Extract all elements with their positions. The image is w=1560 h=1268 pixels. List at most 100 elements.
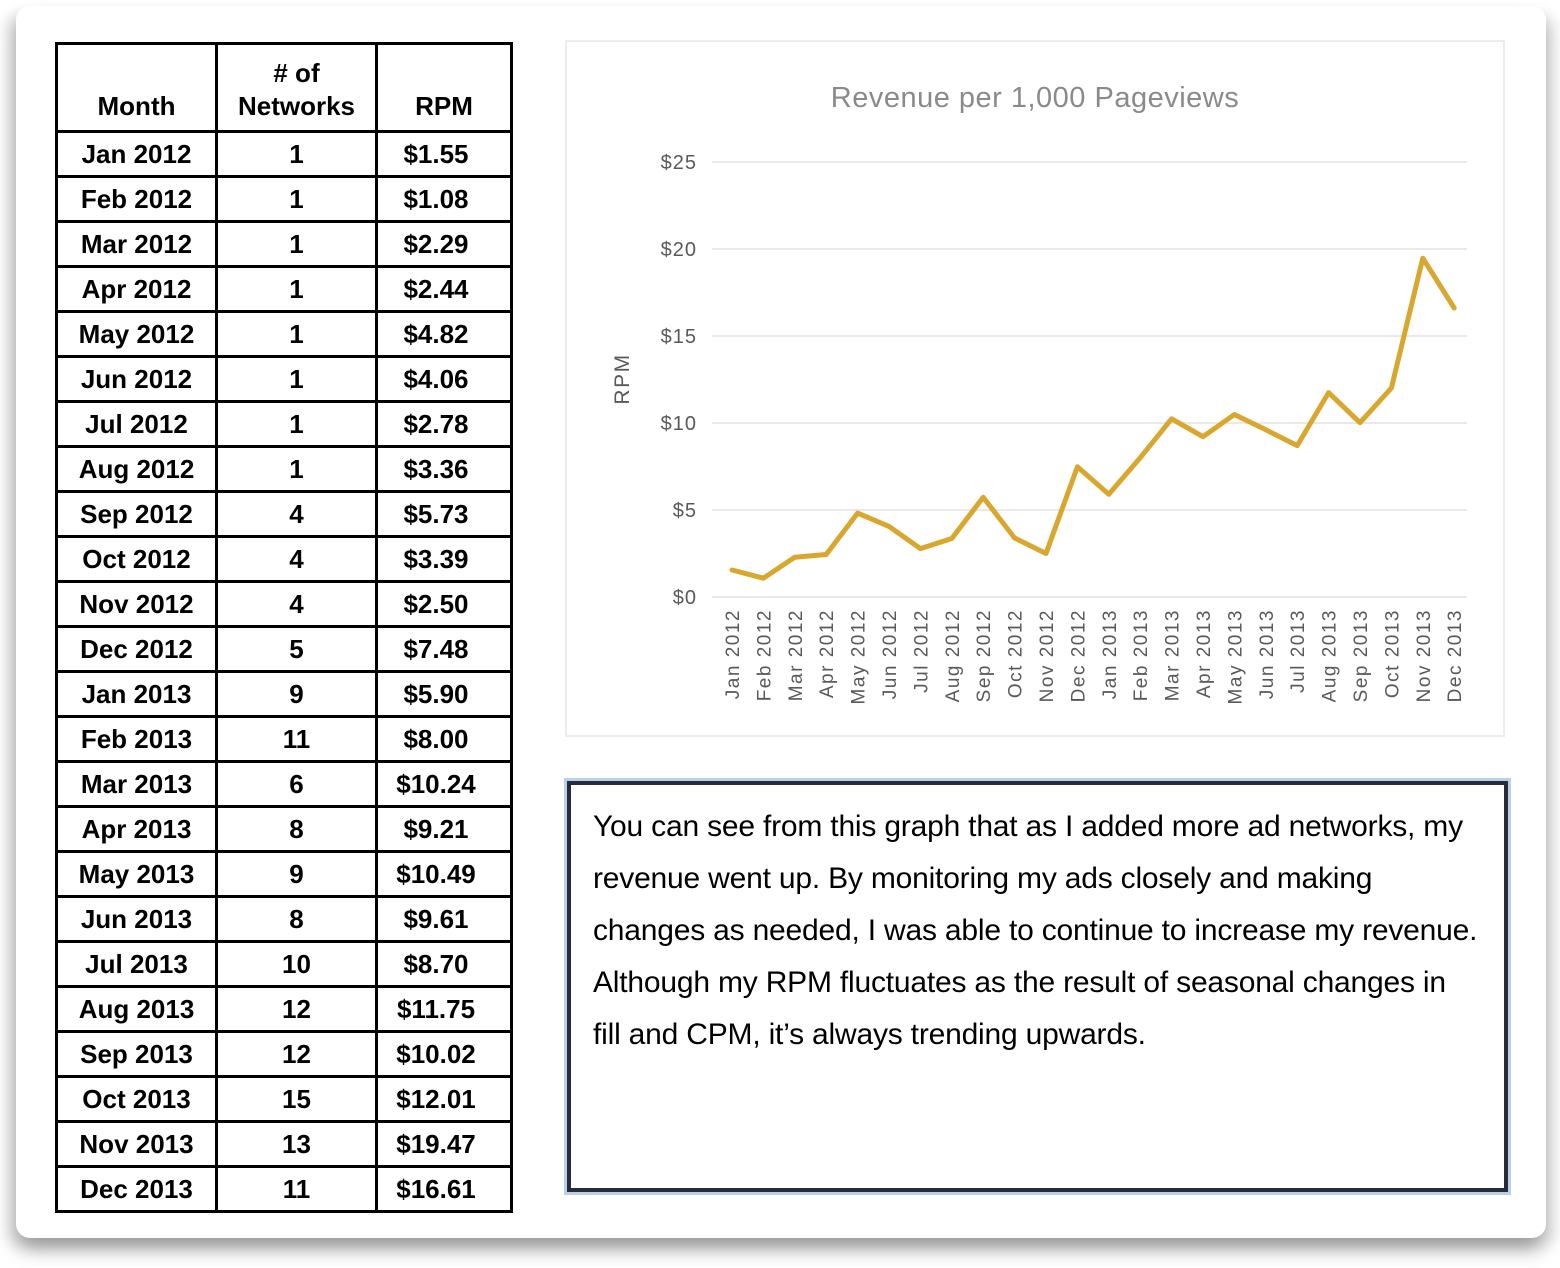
cell-networks: 4 (215, 535, 378, 583)
note-box: You can see from this graph that as I ad… (567, 781, 1508, 1192)
cell-networks: 1 (215, 445, 378, 493)
cell-rpm: $19.47 (375, 1120, 513, 1168)
cell-networks: 9 (215, 850, 378, 898)
cell-rpm: $5.73 (375, 490, 513, 538)
cell-rpm: $9.21 (375, 805, 513, 853)
table-row: Oct 2012 4 $3.39 (55, 535, 513, 583)
cell-networks: 8 (215, 805, 378, 853)
table-row: Aug 2012 1 $3.36 (55, 445, 513, 493)
svg-text:Mar 2013: Mar 2013 (1163, 609, 1184, 701)
svg-text:Apr 2013: Apr 2013 (1194, 609, 1215, 698)
cell-rpm: $8.70 (375, 940, 513, 988)
cell-networks: 11 (215, 1165, 378, 1213)
svg-text:Jun 2012: Jun 2012 (880, 609, 901, 699)
chart-title: Revenue per 1,000 Pageviews (830, 82, 1240, 114)
svg-text:Jan 2013: Jan 2013 (1100, 609, 1121, 699)
rpm-table: Month # of Networks RPM Jan 2012 1 $1.55 Feb … (55, 42, 513, 1213)
table-row: Jan 2013 9 $5.90 (55, 670, 513, 718)
cell-month: Jan 2012 (55, 130, 218, 178)
cell-networks: 15 (215, 1075, 378, 1123)
cell-networks: 1 (215, 355, 378, 403)
table-row: Sep 2012 4 $5.73 (55, 490, 513, 538)
cell-networks: 5 (215, 625, 378, 673)
cell-rpm: $9.61 (375, 895, 513, 943)
svg-text:Nov 2013: Nov 2013 (1414, 609, 1435, 702)
cell-rpm: $10.02 (375, 1030, 513, 1078)
cell-month: Sep 2012 (55, 490, 218, 538)
svg-text:$25: $25 (661, 152, 697, 174)
cell-networks: 4 (215, 580, 378, 628)
cell-networks: 1 (215, 130, 378, 178)
cell-rpm: $2.50 (375, 580, 513, 628)
cell-rpm: $1.08 (375, 175, 513, 223)
cell-month: Aug 2013 (55, 985, 218, 1033)
cell-networks: 1 (215, 265, 378, 313)
svg-text:Jul 2013: Jul 2013 (1288, 609, 1309, 693)
svg-text:Jul 2012: Jul 2012 (911, 609, 932, 693)
cell-rpm: $2.78 (375, 400, 513, 448)
x-axis-tick-labels: Jan 2012 Feb 2012 Mar 2012 Apr 2012 May 2012… (723, 609, 1466, 704)
cell-rpm: $16.61 (375, 1165, 513, 1213)
svg-text:$10: $10 (661, 413, 697, 435)
table-row: Sep 2013 12 $10.02 (55, 1030, 513, 1078)
rpm-line-series (729, 255, 1457, 581)
cell-rpm: $10.49 (375, 850, 513, 898)
table-row: Jun 2013 8 $9.61 (55, 895, 513, 943)
cell-month: Sep 2013 (55, 1030, 218, 1078)
cell-networks: 1 (215, 175, 378, 223)
cell-networks: 10 (215, 940, 378, 988)
table-row: Jul 2013 10 $8.70 (55, 940, 513, 988)
cell-month: Nov 2012 (55, 580, 218, 628)
svg-text:Feb 2013: Feb 2013 (1131, 609, 1152, 701)
svg-text:Jun 2013: Jun 2013 (1257, 609, 1278, 699)
cell-rpm: $1.55 (375, 130, 513, 178)
cell-month: Mar 2013 (55, 760, 218, 808)
cell-rpm: $7.48 (375, 625, 513, 673)
svg-text:Aug 2013: Aug 2013 (1320, 609, 1341, 702)
cell-rpm: $12.01 (375, 1075, 513, 1123)
svg-text:Jan 2012: Jan 2012 (723, 609, 744, 699)
cell-rpm: $3.36 (375, 445, 513, 493)
table-row: May 2012 1 $4.82 (55, 310, 513, 358)
cell-month: Oct 2013 (55, 1075, 218, 1123)
table-row: Nov 2013 13 $19.47 (55, 1120, 513, 1168)
table-row: Jan 2012 1 $1.55 (55, 130, 513, 178)
table-row: Aug 2013 12 $11.75 (55, 985, 513, 1033)
svg-text:Aug 2012: Aug 2012 (943, 609, 964, 702)
cell-rpm: $3.39 (375, 535, 513, 583)
table-row: Oct 2013 15 $12.01 (55, 1075, 513, 1123)
cell-networks: 1 (215, 310, 378, 358)
table-header-cell: Month (55, 42, 218, 133)
table-row: Apr 2012 1 $2.44 (55, 265, 513, 313)
cell-month: Feb 2013 (55, 715, 218, 763)
cell-month: Jul 2013 (55, 940, 218, 988)
table-row: Mar 2012 1 $2.29 (55, 220, 513, 268)
svg-text:Sep 2012: Sep 2012 (974, 609, 995, 702)
cell-networks: 11 (215, 715, 378, 763)
cell-month: May 2013 (55, 850, 218, 898)
svg-text:Dec 2012: Dec 2012 (1068, 609, 1089, 702)
svg-text:Oct 2012: Oct 2012 (1006, 609, 1027, 698)
cell-month: Apr 2013 (55, 805, 218, 853)
cell-month: Aug 2012 (55, 445, 218, 493)
svg-text:$15: $15 (661, 326, 697, 348)
cell-rpm: $4.82 (375, 310, 513, 358)
cell-rpm: $2.29 (375, 220, 513, 268)
table-body: Jan 2012 1 $1.55 Feb 2012 1 $1.08 Mar 2012 1 $2.… (55, 130, 513, 1213)
cell-rpm: $8.00 (375, 715, 513, 763)
svg-text:Nov 2012: Nov 2012 (1037, 609, 1058, 702)
cell-month: Jun 2012 (55, 355, 218, 403)
cell-rpm: $4.06 (375, 355, 513, 403)
cell-rpm: $5.90 (375, 670, 513, 718)
cell-networks: 6 (215, 760, 378, 808)
svg-text:Mar 2012: Mar 2012 (786, 609, 807, 701)
table-row: Jun 2012 1 $4.06 (55, 355, 513, 403)
svg-text:$0: $0 (673, 587, 697, 609)
svg-text:Feb 2012: Feb 2012 (754, 609, 775, 701)
document-card: Month # of Networks RPM Jan 2012 1 $1.55 Feb … (16, 6, 1546, 1238)
y-axis-title: RPM (611, 353, 634, 404)
gridlines (712, 161, 1467, 598)
note-text: You can see from this graph that as I ad… (593, 810, 1478, 1051)
cell-networks: 1 (215, 220, 378, 268)
svg-text:Oct 2013: Oct 2013 (1382, 609, 1403, 698)
